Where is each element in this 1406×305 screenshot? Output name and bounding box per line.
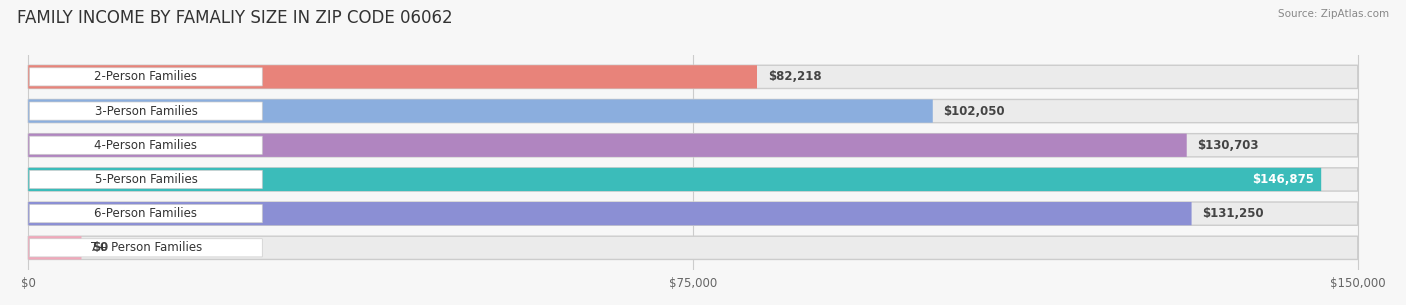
FancyBboxPatch shape — [30, 239, 263, 257]
Text: $82,218: $82,218 — [768, 70, 821, 83]
Text: 4-Person Families: 4-Person Families — [94, 139, 197, 152]
FancyBboxPatch shape — [28, 65, 1358, 88]
FancyBboxPatch shape — [30, 136, 263, 154]
Text: 6-Person Families: 6-Person Families — [94, 207, 197, 220]
FancyBboxPatch shape — [28, 236, 1358, 260]
FancyBboxPatch shape — [28, 65, 756, 88]
Text: FAMILY INCOME BY FAMALIY SIZE IN ZIP CODE 06062: FAMILY INCOME BY FAMALIY SIZE IN ZIP COD… — [17, 9, 453, 27]
Text: $131,250: $131,250 — [1202, 207, 1264, 220]
Text: 2-Person Families: 2-Person Families — [94, 70, 197, 83]
FancyBboxPatch shape — [28, 99, 1358, 123]
Text: 3-Person Families: 3-Person Families — [94, 105, 197, 117]
Text: $130,703: $130,703 — [1198, 139, 1258, 152]
FancyBboxPatch shape — [30, 170, 263, 188]
Text: Source: ZipAtlas.com: Source: ZipAtlas.com — [1278, 9, 1389, 19]
FancyBboxPatch shape — [30, 205, 263, 223]
FancyBboxPatch shape — [28, 99, 932, 123]
Text: $102,050: $102,050 — [943, 105, 1005, 117]
FancyBboxPatch shape — [30, 68, 263, 86]
FancyBboxPatch shape — [28, 168, 1322, 191]
Text: 5-Person Families: 5-Person Families — [94, 173, 197, 186]
FancyBboxPatch shape — [28, 134, 1358, 157]
FancyBboxPatch shape — [28, 168, 1358, 191]
FancyBboxPatch shape — [28, 202, 1191, 225]
FancyBboxPatch shape — [30, 102, 263, 120]
Text: $146,875: $146,875 — [1253, 173, 1315, 186]
Text: 7+ Person Families: 7+ Person Families — [90, 241, 202, 254]
FancyBboxPatch shape — [28, 202, 1358, 225]
FancyBboxPatch shape — [28, 236, 82, 260]
FancyBboxPatch shape — [28, 134, 1187, 157]
Text: $0: $0 — [93, 241, 108, 254]
